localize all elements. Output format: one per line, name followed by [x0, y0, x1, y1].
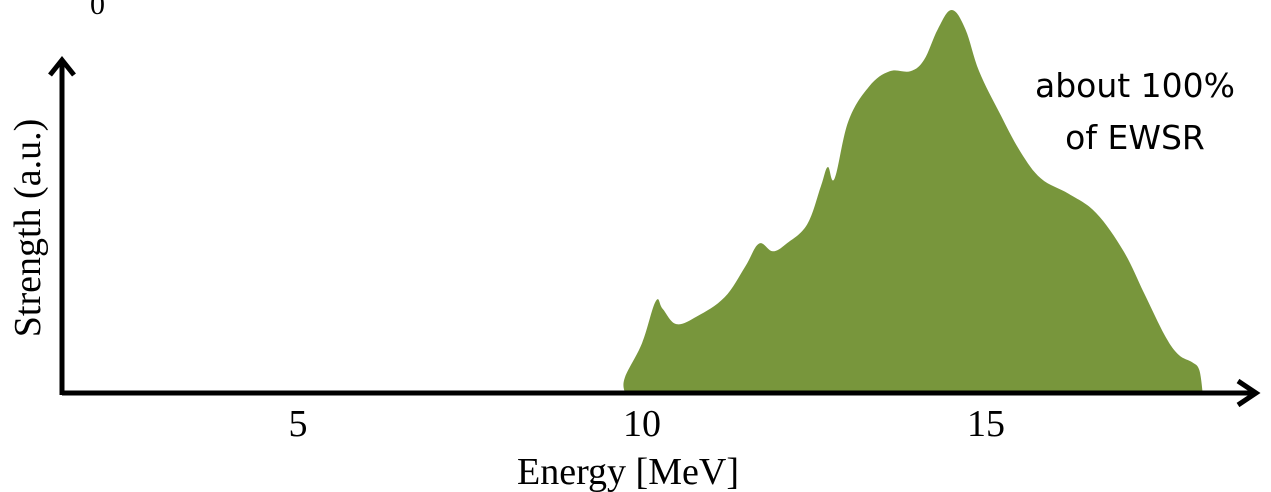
y-axis-title: Strength (a.u.)	[7, 119, 49, 337]
x-tick-labels: 5 10 15	[289, 403, 1006, 445]
y-axis-arrowhead	[48, 55, 76, 77]
plot-area	[623, 10, 1203, 393]
x-tick-label: 5	[289, 403, 308, 445]
strength-area	[623, 10, 1203, 393]
x-axis-title: Energy [MeV]	[517, 451, 739, 492]
x-tick-label: 10	[623, 403, 661, 445]
annotation-line-1: about 100%	[1035, 66, 1235, 105]
annotation-line-2: of EWSR	[1065, 118, 1205, 157]
x-axis-arrowhead	[1236, 378, 1261, 408]
x-tick-label: 15	[967, 403, 1005, 445]
corner-text: 0	[90, 0, 105, 21]
